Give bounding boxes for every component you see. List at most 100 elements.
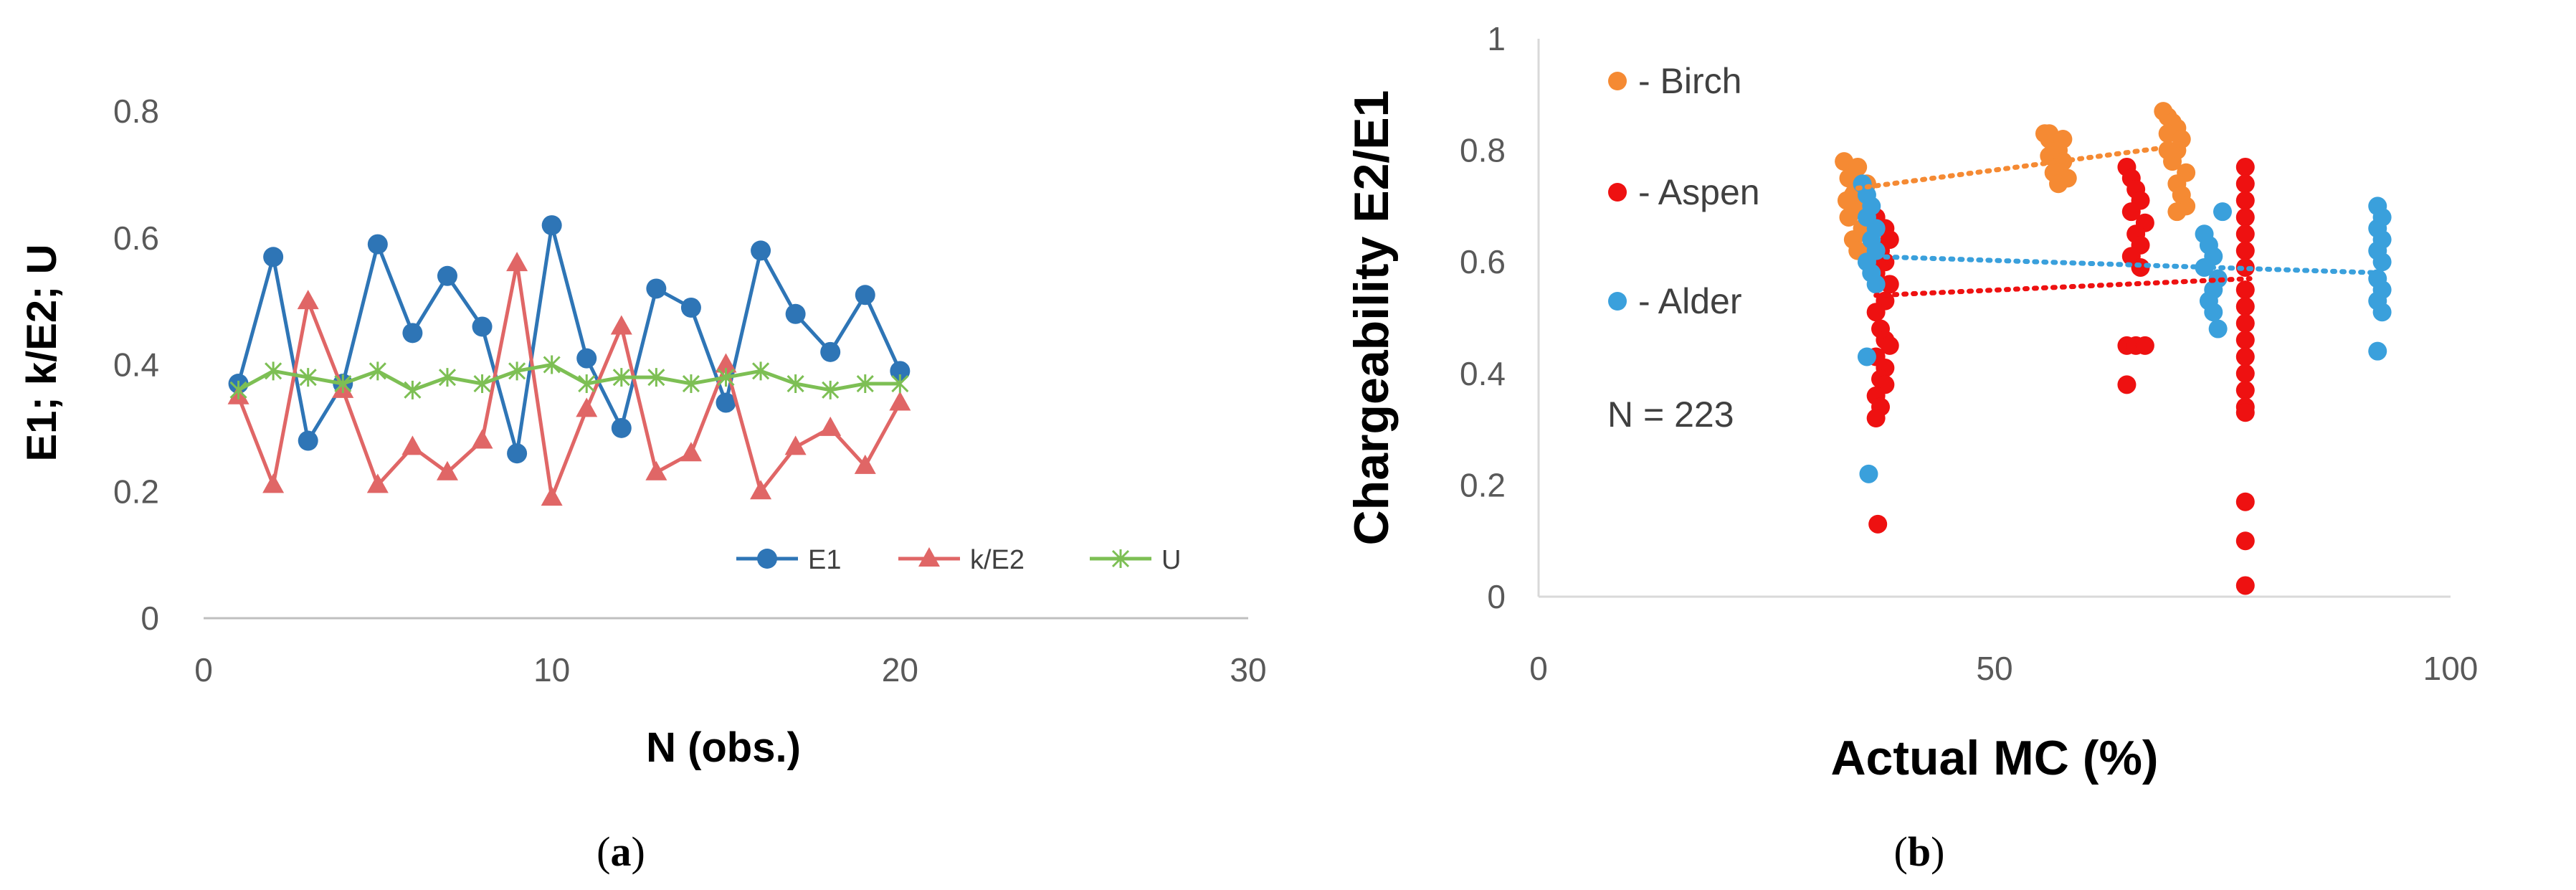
panel-b-series-birch	[1835, 102, 2196, 266]
panel-a-point-e1	[890, 361, 911, 382]
panel-a-x-tick-label: 20	[882, 651, 918, 688]
panel-b-y-tick-label: 1	[1487, 20, 1506, 57]
panel-a-point-u	[786, 374, 804, 394]
panel-b-point-aspen	[2235, 297, 2255, 316]
panel-a-line-chart: 0 0.2 0.4 0.6 0.8 0 10 20 30 N (obs.) E1; k/E2;…	[19, 93, 1267, 771]
panel-b-point-aspen	[2235, 403, 2255, 422]
panel-a-x-ticks: 0 10 20 30	[194, 651, 1266, 688]
panel-b-point-aspen	[2235, 241, 2255, 260]
panel-b-caption: (b)	[1894, 828, 1945, 875]
panel-a-point-u	[856, 374, 874, 394]
panel-a-line-e1	[237, 224, 902, 454]
panel-b-point-alder	[2204, 303, 2223, 322]
panel-a-point-e1	[751, 240, 771, 261]
panel-b-point-aspen	[2235, 157, 2255, 176]
panel-b-legend-marker-aspen	[1608, 183, 1627, 202]
panel-b-point-aspen	[2235, 313, 2255, 333]
panel-a-point-k-e2	[471, 429, 493, 449]
panel-a-point-e1	[541, 215, 562, 236]
panel-a-series-u	[229, 355, 909, 399]
panel-a-point-k-e2	[297, 290, 319, 310]
panel-a-point-e1	[646, 278, 667, 299]
panel-b-point-aspen	[2235, 174, 2255, 194]
panel-a-legend-item-e1: E1	[736, 545, 841, 575]
panel-a-point-k-e2	[401, 435, 424, 455]
panel-a-point-k-e2	[262, 473, 285, 493]
panel-b-point-alder	[2372, 303, 2392, 322]
panel-a-y-tick-label: 0.6	[113, 219, 159, 257]
panel-a-point-u	[543, 355, 561, 374]
panel-a-caption-label: a	[611, 828, 632, 875]
panel-b-y-tick-label: 0.2	[1460, 466, 1506, 503]
panel-a-y-tick-label: 0.8	[113, 93, 159, 130]
panel-b-legend-item-aspen: - Aspen	[1608, 172, 1760, 212]
panel-b-scatter-chart: 0 0.2 0.4 0.6 0.8 1 0 50 100 Actual MC (%) Char…	[1344, 20, 2478, 785]
panel-b-point-aspen	[2117, 375, 2137, 394]
panel-a-point-k-e2	[506, 252, 528, 272]
panel-b-point-aspen	[2235, 531, 2255, 551]
panel-b-trendline-aspen	[1873, 276, 2253, 298]
panel-a-legend-marker-e1	[757, 549, 777, 569]
panel-b-point-aspen	[2235, 381, 2255, 400]
panel-b-y-tick-label: 0.4	[1460, 355, 1506, 392]
panel-b-series-alder	[1853, 174, 2392, 483]
panel-b-x-tick-label: 0	[1529, 650, 1548, 687]
panel-b-point-alder	[2213, 202, 2232, 222]
panel-a-point-u	[647, 368, 665, 387]
panel-b-legend-item-alder: - Alder	[1608, 281, 1742, 321]
panel-b-legend: - Birch - Aspen - Alder	[1608, 61, 1760, 321]
panel-b-point-aspen	[2235, 207, 2255, 227]
panel-b-point-alder	[1857, 347, 1876, 366]
panel-a-point-u	[612, 368, 630, 387]
panel-b-x-ticks: 0 50 100	[1529, 650, 2478, 687]
panel-a-point-k-e2	[819, 416, 842, 436]
panel-a-point-e1	[785, 303, 806, 324]
panel-b-trendline-birch	[1845, 142, 2189, 192]
panel-b-point-aspen	[2235, 280, 2255, 300]
panel-a-point-k-e2	[715, 353, 737, 373]
panel-a-point-u	[438, 368, 457, 387]
panel-b-point-aspen	[2235, 191, 2255, 210]
panel-b-point-aspen	[2235, 576, 2255, 595]
panel-a-legend-marker-u	[1111, 549, 1130, 568]
panel-b-point-birch	[1839, 207, 1858, 227]
panel-b-point-aspen	[1866, 303, 1886, 322]
panel-a-point-u	[334, 374, 352, 394]
panel-b-legend-item-birch: - Birch	[1608, 61, 1741, 101]
panel-a-legend-item-u: U	[1090, 545, 1181, 575]
panel-a-point-k-e2	[576, 397, 598, 417]
panel-a-x-tick-label: 10	[533, 651, 570, 688]
panel-b-point-aspen	[2131, 257, 2150, 277]
panel-b-sample-size-annotation: N = 223	[1607, 394, 1734, 435]
panel-a-caption: (a)	[597, 828, 645, 875]
panel-a-point-u	[299, 368, 317, 387]
panel-a-legend-label-u: U	[1161, 545, 1181, 575]
panel-a-point-e1	[472, 316, 493, 337]
panel-b-point-birch	[2053, 130, 2073, 149]
panel-a-point-e1	[507, 443, 528, 464]
panel-a-point-k-e2	[610, 315, 632, 335]
panel-a-point-u	[404, 380, 422, 399]
panel-b-trendline-alder	[1864, 253, 2390, 276]
panel-b-point-aspen	[2235, 331, 2255, 350]
panel-b-point-aspen	[2235, 492, 2255, 511]
panel-a-legend-label-k-e2: k/E2	[970, 545, 1025, 575]
panel-a-x-tick-label: 0	[194, 651, 213, 688]
panel-a-point-u	[822, 380, 840, 399]
panel-a-point-e1	[402, 323, 423, 344]
panel-a-point-k-e2	[680, 442, 702, 462]
panel-a-point-e1	[263, 247, 284, 268]
panel-b-point-aspen	[1880, 336, 1899, 355]
panel-b-point-aspen	[1866, 409, 1886, 428]
panel-b-x-tick-label: 100	[2423, 650, 2478, 687]
panel-a-point-u	[891, 374, 909, 394]
panel-b-y-ticks: 0 0.2 0.4 0.6 0.8 1	[1460, 20, 1506, 615]
panel-a-point-e1	[820, 341, 841, 362]
panel-a-point-u	[578, 374, 596, 394]
panel-a-point-u	[717, 368, 735, 387]
panel-a-point-e1	[437, 265, 457, 286]
panel-a-x-tick-label: 30	[1230, 651, 1266, 688]
panel-b-point-aspen	[1868, 514, 1888, 534]
panel-a-point-u	[265, 361, 282, 381]
panel-b-y-axis-title: Chargeability E2/E1	[1344, 90, 1399, 546]
